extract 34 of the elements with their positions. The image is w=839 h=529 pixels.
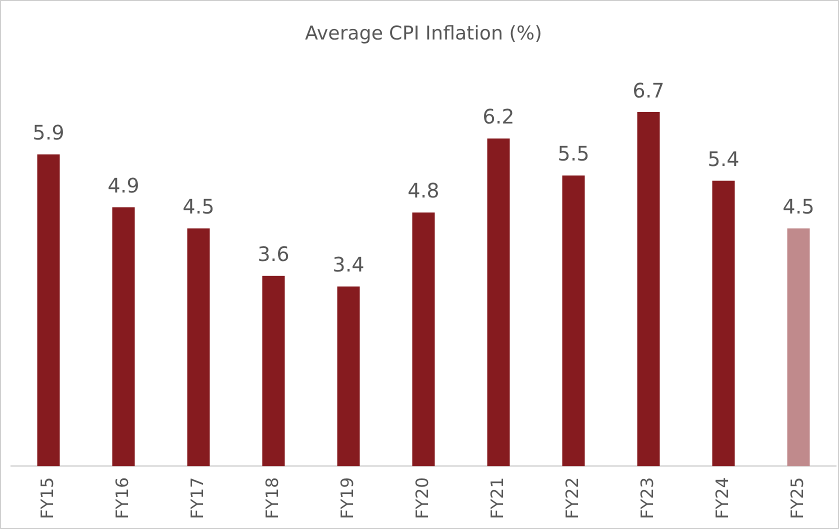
bar: [37, 154, 60, 466]
x-tick-label: FY16: [112, 477, 133, 519]
x-tick-label: FY23: [638, 477, 658, 519]
bar: [112, 207, 135, 466]
data-label: 4.9: [108, 173, 140, 198]
data-label: 5.4: [708, 146, 740, 171]
data-label: 3.4: [332, 252, 364, 277]
bar: [262, 276, 285, 466]
data-label: 3.6: [258, 242, 290, 266]
data-label: 4.5: [782, 194, 814, 219]
bar: [412, 212, 435, 466]
data-label: 5.5: [558, 142, 590, 166]
x-tick-label: FY18: [262, 477, 283, 519]
x-tick-label: FY21: [488, 477, 508, 519]
data-label: 6.2: [482, 104, 514, 129]
bar: [187, 228, 210, 466]
x-tick-label: FY24: [712, 477, 733, 519]
x-tick-label: FY19: [338, 477, 358, 519]
bar: [712, 180, 735, 466]
x-tick-label: FY25: [788, 477, 808, 519]
x-tick-label: FY20: [412, 477, 433, 519]
data-label: 6.7: [632, 78, 664, 102]
chart-title: Average CPI Inflation (%): [305, 22, 542, 44]
x-tick-label: FY22: [562, 477, 583, 519]
data-label: 4.8: [408, 178, 440, 203]
bar: [562, 175, 585, 466]
bar: [337, 286, 360, 466]
bar: [787, 228, 810, 466]
data-label: 4.5: [182, 194, 214, 219]
bar: [487, 138, 510, 466]
x-tick-label: FY15: [38, 477, 58, 519]
x-tick-label: FY17: [188, 477, 208, 519]
bar: [637, 112, 660, 466]
data-label: 5.9: [32, 120, 64, 145]
